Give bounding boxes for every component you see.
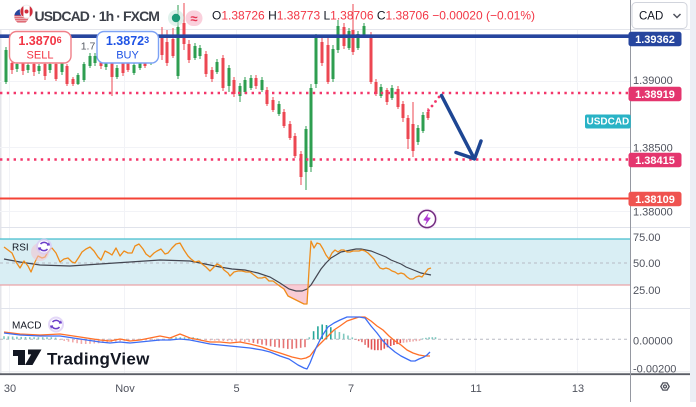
svg-text:SELL: SELL bbox=[27, 50, 54, 62]
svg-text:11: 11 bbox=[470, 383, 481, 395]
svg-text:1.38415: 1.38415 bbox=[635, 155, 675, 167]
svg-text:Nov: Nov bbox=[115, 383, 135, 395]
svg-text:1.38109: 1.38109 bbox=[635, 194, 675, 206]
svg-text:50.00: 50.00 bbox=[633, 258, 661, 270]
svg-text:1.38000: 1.38000 bbox=[633, 207, 673, 219]
svg-text:BUY: BUY bbox=[116, 50, 139, 62]
svg-text:5: 5 bbox=[233, 383, 239, 395]
svg-text:1.38500: 1.38500 bbox=[633, 143, 673, 155]
svg-text:CAD: CAD bbox=[639, 11, 663, 23]
svg-text:30: 30 bbox=[4, 383, 16, 395]
svg-text:≈: ≈ bbox=[190, 11, 197, 26]
svg-text:USDCAD · 1h · FXCM: USDCAD · 1h · FXCM bbox=[35, 8, 160, 24]
svg-text:1.38723: 1.38723 bbox=[106, 34, 149, 48]
svg-text:RSI: RSI bbox=[12, 243, 29, 254]
svg-text:1.7: 1.7 bbox=[81, 41, 96, 53]
svg-text:USDCAD: USDCAD bbox=[587, 117, 630, 128]
svg-text:TradingView: TradingView bbox=[47, 350, 150, 369]
svg-text:1.39000: 1.39000 bbox=[633, 75, 673, 87]
svg-text:25.00: 25.00 bbox=[633, 285, 661, 297]
svg-text:1.39362: 1.39362 bbox=[635, 34, 675, 46]
svg-text:-0.00200: -0.00200 bbox=[633, 364, 676, 376]
svg-text:1.38706: 1.38706 bbox=[18, 34, 61, 48]
svg-text:13: 13 bbox=[572, 383, 584, 395]
svg-text:O1.38726 H1.38773 L1.38706 C1.: O1.38726 H1.38773 L1.38706 C1.38706 −0.0… bbox=[212, 9, 535, 23]
svg-text:75.00: 75.00 bbox=[633, 232, 661, 244]
svg-text:1.38919: 1.38919 bbox=[635, 89, 675, 101]
svg-text:0.00000: 0.00000 bbox=[633, 336, 673, 348]
svg-text:MACD: MACD bbox=[12, 321, 41, 332]
svg-text:7: 7 bbox=[348, 383, 354, 395]
